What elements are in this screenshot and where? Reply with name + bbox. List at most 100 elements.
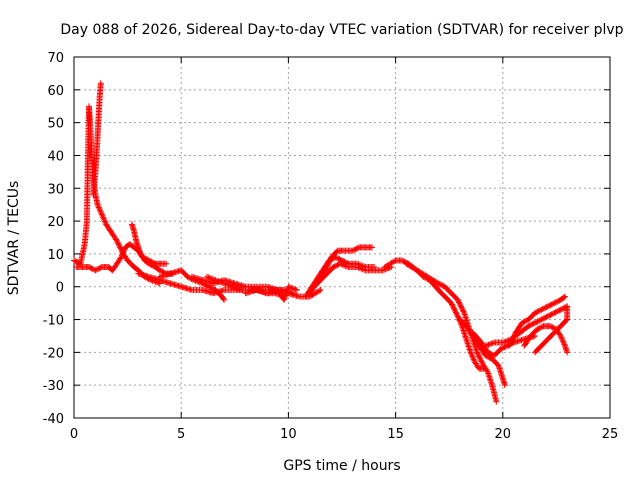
y-tick-label: 30 (47, 182, 64, 197)
data-point (120, 248, 127, 255)
data-point (488, 340, 495, 347)
data-point (556, 331, 563, 338)
data-point (483, 353, 490, 360)
data-point (526, 322, 533, 329)
data-point (453, 310, 460, 317)
data-point (558, 334, 565, 341)
data-point (533, 309, 540, 316)
data-point (459, 306, 466, 313)
data-point (291, 285, 298, 292)
data-point (117, 244, 124, 251)
data-point (542, 314, 549, 321)
data-point (529, 321, 536, 328)
data-point (381, 266, 388, 273)
data-point (459, 307, 466, 314)
data-point (421, 274, 428, 281)
data-point (509, 336, 516, 343)
data-point (115, 240, 122, 247)
data-point (218, 279, 225, 286)
data-point (221, 296, 228, 303)
data-point (223, 281, 230, 288)
data-point (147, 261, 154, 268)
data-point (479, 359, 486, 366)
data-point (338, 261, 345, 268)
data-point (539, 315, 546, 322)
data-point (456, 300, 463, 307)
y-tick-label: 0 (56, 281, 64, 296)
data-point (351, 246, 358, 253)
data-point (482, 342, 489, 349)
data-point (86, 264, 93, 271)
data-point (339, 257, 345, 264)
data-point (356, 265, 363, 272)
data-point (454, 313, 461, 320)
data-point (331, 263, 338, 270)
data-point (474, 349, 481, 356)
data-point (236, 286, 243, 293)
data-point (471, 357, 478, 364)
data-point (102, 219, 109, 226)
data-point (552, 299, 559, 306)
data-points (71, 80, 571, 405)
data-point (558, 306, 565, 313)
data-point (478, 358, 485, 365)
data-point (235, 285, 242, 292)
data-point (564, 349, 571, 356)
data-point (476, 354, 483, 361)
data-point (339, 261, 346, 268)
grid (74, 57, 610, 418)
data-point (113, 237, 120, 244)
data-point (435, 280, 442, 287)
data-point (507, 340, 514, 347)
data-point (559, 337, 566, 344)
data-point (551, 300, 558, 307)
data-point (89, 266, 96, 273)
data-point (148, 262, 155, 269)
data-point (216, 278, 223, 285)
data-point (560, 339, 567, 346)
data-point (121, 247, 128, 254)
data-point (391, 258, 398, 265)
data-point (537, 324, 544, 331)
data-point (560, 338, 567, 345)
data-point (485, 341, 492, 348)
data-point (352, 246, 359, 253)
data-point (455, 298, 462, 305)
data-point (520, 319, 527, 326)
data-point (208, 275, 215, 282)
data-point (326, 257, 333, 264)
data-point (502, 343, 509, 350)
data-point (209, 276, 216, 283)
data-point (508, 338, 515, 345)
data-point (361, 266, 368, 273)
data-point (508, 337, 515, 344)
data-point (530, 320, 537, 327)
data-point (95, 204, 102, 211)
data-point (120, 249, 127, 256)
data-point (100, 214, 107, 221)
data-point (548, 323, 555, 330)
data-point (285, 283, 292, 290)
data-point (538, 316, 545, 323)
data-point (535, 308, 542, 315)
data-point (118, 252, 125, 259)
data-point (293, 287, 300, 294)
data-point (544, 303, 551, 310)
data-point (457, 303, 464, 310)
data-point (96, 205, 103, 212)
data-point (438, 281, 445, 288)
data-point (528, 321, 535, 328)
data-point (114, 239, 121, 246)
x-tick-label: 20 (495, 427, 512, 442)
data-point (477, 355, 484, 362)
data-point (332, 262, 339, 269)
data-point (289, 285, 296, 292)
data-point (540, 305, 547, 312)
data-point (483, 367, 490, 374)
data-point (328, 256, 335, 263)
data-point (501, 382, 508, 389)
data-point (537, 307, 544, 314)
data-point (499, 339, 506, 346)
data-point (213, 277, 220, 284)
data-point (539, 323, 546, 330)
